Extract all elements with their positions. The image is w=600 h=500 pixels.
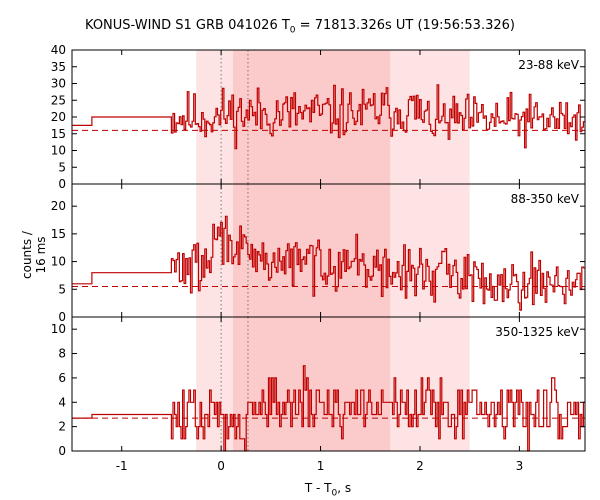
panel-frame [71,316,586,452]
y-tick-label: 4 [58,395,66,409]
interval-shade-dark [233,184,391,317]
x-tick-label: 0 [217,459,225,473]
y-tick-label: 25 [51,93,66,107]
y-tick-label: 0 [58,444,66,458]
x-tick-label: 1 [317,459,325,473]
x-axis-label: T - T0, s [304,481,352,499]
y-tick-label: 15 [51,227,66,241]
y-tick-label: 0 [58,310,66,324]
x-tick-label: 2 [416,459,424,473]
y-tick-label: 2 [58,420,66,434]
y-tick-label: 8 [58,347,66,361]
y-tick-label: 10 [51,144,66,158]
light-curve-series [72,84,585,150]
light-curve-series [72,215,585,311]
y-tick-label: 20 [51,110,66,124]
y-tick-label: 40 [51,43,66,57]
y-tick-label: 35 [51,60,66,74]
y-tick-label: 6 [58,371,66,385]
y-tick-label: 10 [51,322,66,336]
y-tick-label: 30 [51,77,66,91]
y-tick-label: 10 [51,255,66,269]
interval-shade-dark [233,317,391,451]
y-tick-label: 5 [58,160,66,174]
light-curve-series [72,365,585,452]
y-tick-label: 15 [51,127,66,141]
y-tick-label: 0 [58,177,66,191]
energy-band-label: 350-1325 keV [495,325,579,339]
energy-band-label: 23-88 keV [518,58,580,72]
energy-band-label: 88-350 keV [511,192,580,206]
x-tick-label: -1 [116,459,128,473]
x-tick-label: 3 [516,459,524,473]
chart-title: KONUS-WIND S1 GRB 041026 T0 = 71813.326s… [85,18,515,36]
y-tick-label: 20 [51,199,66,213]
y-axis-label: counts / 16 ms [20,231,48,279]
y-tick-label: 5 [58,282,66,296]
